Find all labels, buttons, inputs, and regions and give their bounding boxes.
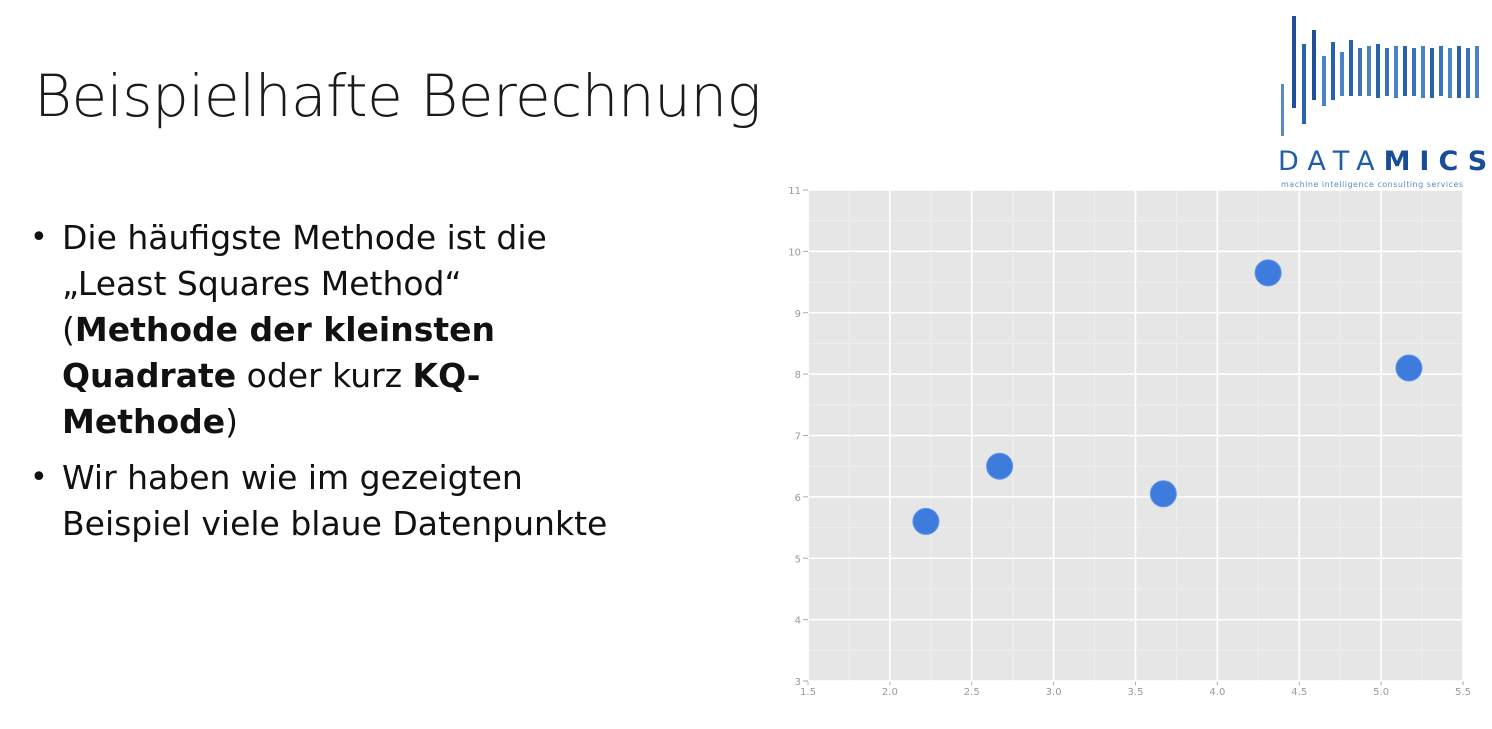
bullet-1-line-1: Die häufigste Methode ist die [62, 218, 547, 257]
bullet-1-line-4-bold: Quadrate [62, 356, 237, 395]
tick-label-x: 4.0 [1209, 687, 1225, 698]
bullet-dot-icon: • [30, 220, 48, 255]
tick-label-x: 2.0 [882, 687, 898, 698]
bullet-1-line-5-close: ) [225, 402, 239, 441]
bullet-item-2: • Wir haben wie im gezeigten Beispiel vi… [30, 455, 710, 547]
tick-label-x: 5.0 [1373, 687, 1389, 698]
bullet-dot-icon: • [30, 460, 48, 495]
logo-wordmark: DATAMICS [1278, 146, 1492, 177]
logo-word-bold: MICS [1383, 146, 1492, 177]
tick-label-x: 3.5 [1128, 687, 1144, 698]
bullet-item-1: • Die häufigste Methode ist die „Least S… [30, 215, 710, 445]
data-point [1395, 354, 1423, 382]
bullet-list: • Die häufigste Methode ist die „Least S… [30, 215, 710, 557]
data-point [1149, 480, 1177, 508]
tick-label-x: 2.5 [964, 687, 980, 698]
bullet-1-line-2: „Least Squares Method“ [62, 264, 462, 303]
data-point [1254, 259, 1282, 287]
bullet-1-line-5-bold: Methode [62, 402, 226, 441]
bullet-1-line-3-open: ( [62, 310, 75, 349]
tick-label-y: 10 [788, 247, 801, 258]
tick-label-y: 6 [795, 493, 801, 504]
tick-label-y: 7 [795, 432, 801, 443]
bullet-1-line-3-bold: Methode der kleinsten [74, 310, 496, 349]
bullet-1-line-4-bold2: KQ- [412, 356, 481, 395]
tick-label-y: 4 [795, 616, 801, 627]
scatter-chart: 1.5 2.0 2.5 3.0 3.5 4.0 4.5 5.0 5.5 3 4 5 6 7 8 9 10 11 [788, 186, 1471, 698]
bullet-2-line-1: Wir haben wie im gezeigten [62, 458, 523, 497]
datamics-logo-icon [1281, 16, 1479, 136]
data-point [986, 452, 1014, 480]
tick-label-y: 11 [788, 186, 801, 197]
tick-label-x: 4.5 [1291, 687, 1307, 698]
data-point [912, 507, 940, 535]
tick-label-x: 1.5 [800, 687, 816, 698]
bullet-1-line-4-mid: oder kurz [236, 356, 413, 395]
tick-label-y: 9 [795, 309, 801, 320]
tick-label-x: 5.5 [1455, 687, 1471, 698]
logo-word-light: DATA [1278, 146, 1384, 177]
logo-tagline: machine intelligence consulting services [1281, 180, 1464, 189]
bullet-2-line-2: Beispiel viele blaue Datenpunkte [62, 504, 608, 543]
tick-label-y: 8 [795, 370, 801, 381]
slide-title: Beispielhafte Berechnung [34, 62, 761, 130]
tick-label-y: 3 [795, 677, 801, 688]
tick-label-x: 3.0 [1046, 687, 1062, 698]
tick-label-y: 5 [795, 554, 801, 565]
